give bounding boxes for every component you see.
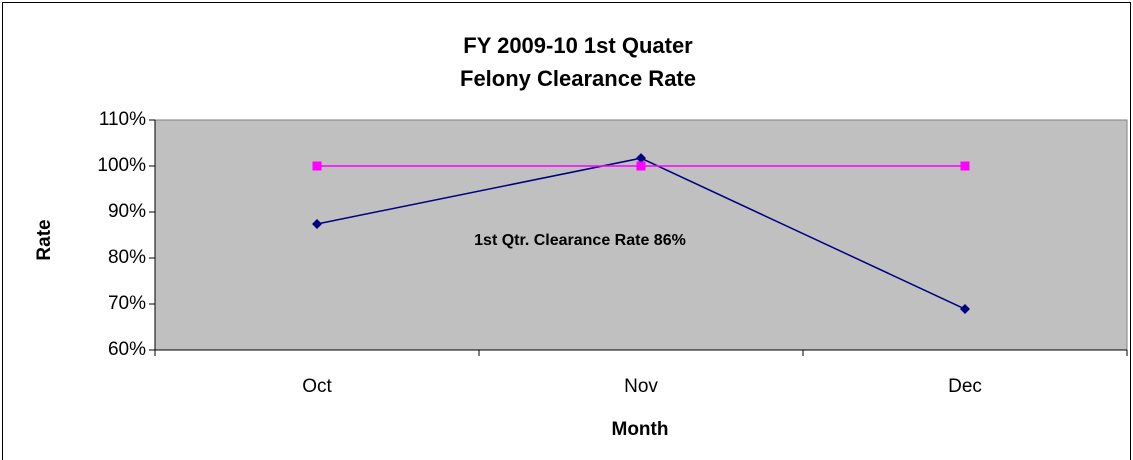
marker bbox=[636, 153, 646, 164]
y-axis-title: Rate bbox=[34, 219, 55, 260]
annotation: 1st Qtr. Clearance Rate 86% bbox=[474, 232, 686, 249]
x-tick-label: Nov bbox=[624, 376, 658, 397]
y-tick-label: 110% bbox=[99, 109, 146, 130]
chart-title: FY 2009-10 1st Quater bbox=[463, 33, 693, 58]
y-tick-label: 80% bbox=[108, 247, 146, 268]
marker bbox=[312, 161, 322, 171]
y-tick-label: 90% bbox=[108, 201, 146, 222]
chart-title: Felony Clearance Rate bbox=[460, 66, 696, 91]
y-tick-label: 70% bbox=[108, 293, 146, 314]
y-tick-label: 60% bbox=[108, 339, 146, 360]
y-tick-label: 100% bbox=[97, 155, 146, 176]
x-tick-label: Oct bbox=[302, 376, 332, 397]
marker bbox=[636, 161, 646, 171]
x-tick-label: Dec bbox=[948, 376, 982, 397]
marker bbox=[960, 304, 970, 315]
marker bbox=[312, 218, 322, 229]
marker bbox=[960, 161, 970, 171]
x-axis-title: Month bbox=[612, 419, 669, 440]
